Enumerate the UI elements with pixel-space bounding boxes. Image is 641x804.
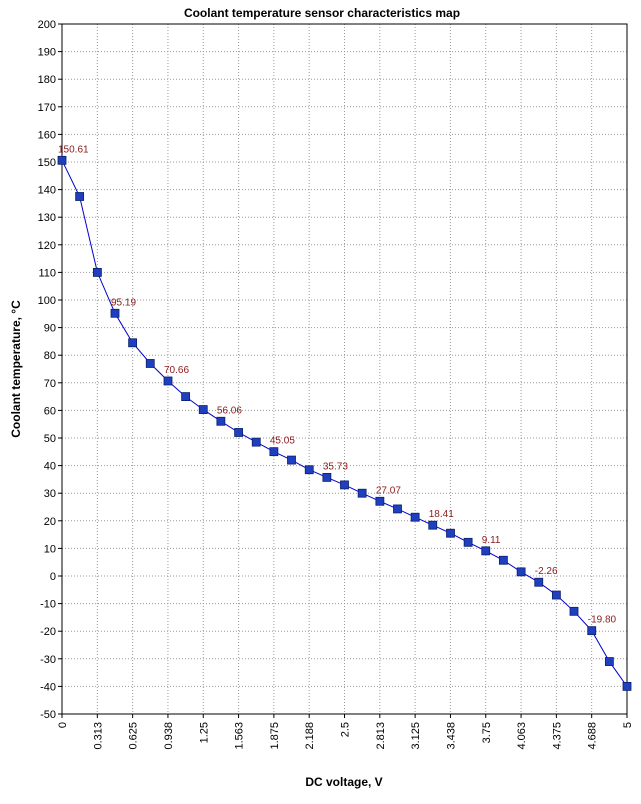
data-label: 95.19: [111, 297, 136, 308]
y-tick-label: 0: [50, 571, 56, 583]
y-tick-label: -50: [40, 709, 56, 721]
x-tick-label: 0.313: [92, 722, 104, 750]
data-label: 9.11: [482, 535, 501, 546]
y-tick-label: -20: [40, 626, 56, 638]
x-tick-label: 0.625: [128, 722, 140, 750]
data-label: 56.06: [217, 405, 242, 416]
x-tick-label: 5: [622, 722, 634, 728]
data-point: [304, 465, 314, 475]
data-point: [587, 626, 597, 636]
x-tick-label: 0.938: [163, 722, 175, 750]
y-tick-label: 130: [38, 212, 56, 224]
data-point: [551, 590, 561, 600]
x-tick-label: 2.5: [340, 722, 352, 737]
x-axis-label: DC voltage, V: [305, 775, 382, 789]
x-tick-label: 1.563: [234, 722, 246, 750]
data-points: [57, 155, 632, 691]
data-point: [234, 428, 244, 437]
data-point: [375, 496, 385, 506]
data-point: [604, 657, 614, 666]
y-tick-label: 20: [44, 516, 56, 528]
data-point: [145, 359, 155, 368]
x-tick-label: 4.375: [551, 722, 563, 750]
y-tick-label: 170: [38, 102, 56, 114]
data-point: [622, 682, 632, 691]
data-label: 70.66: [164, 365, 189, 376]
data-label: 35.73: [323, 461, 348, 472]
data-label: -19.80: [588, 615, 617, 626]
x-tick-label: 1.25: [198, 722, 210, 743]
data-point: [287, 455, 296, 465]
y-tick-label: 140: [38, 185, 56, 197]
data-point: [569, 606, 579, 616]
data-point: [198, 405, 208, 414]
data-label: 18.41: [429, 509, 454, 520]
x-tick-label: 3.125: [410, 722, 422, 750]
x-tick-label: 3.438: [445, 722, 457, 750]
x-tick-label: 4.688: [587, 722, 599, 750]
data-point: [322, 472, 332, 482]
y-tick-label: 150: [38, 157, 56, 169]
data-point: [357, 488, 367, 498]
data-point: [463, 537, 473, 547]
data-point: [340, 480, 349, 490]
data-point: [128, 338, 138, 348]
y-tick-label: -30: [40, 654, 56, 666]
y-tick-label: 70: [44, 378, 56, 390]
y-tick-label: 30: [44, 488, 56, 500]
data-point: [516, 567, 526, 577]
y-tick-label: 180: [38, 74, 56, 86]
y-tick-label: 200: [38, 19, 56, 31]
x-tick-label: 4.063: [516, 722, 528, 750]
y-axis: 2001901801701601501401301201101009080706…: [38, 19, 62, 721]
y-tick-label: 50: [44, 433, 56, 445]
y-tick-label: 80: [44, 350, 56, 362]
y-tick-label: 110: [38, 267, 56, 279]
x-tick-label: 2.813: [375, 722, 387, 750]
data-point: [216, 416, 226, 426]
y-tick-label: 90: [44, 323, 56, 335]
data-label: -2.26: [535, 566, 558, 577]
data-label: 27.07: [376, 485, 401, 496]
x-tick-label: 1.875: [269, 722, 281, 750]
x-tick-label: 2.188: [304, 722, 316, 750]
y-tick-label: 190: [38, 47, 56, 59]
gridlines: [61, 23, 628, 715]
x-tick-label: 3.75: [481, 722, 493, 743]
data-label: 150.61: [58, 144, 89, 155]
data-point: [163, 376, 173, 386]
y-tick-label: 40: [44, 461, 56, 473]
data-point: [481, 546, 491, 556]
data-point: [534, 577, 544, 587]
data-point: [57, 155, 67, 165]
y-tick-label: 60: [44, 405, 56, 417]
data-labels: 150.61 95.19 70.66 56.06 45.05 35.73 27.07 18.4…: [58, 144, 617, 625]
y-tick-label: 10: [44, 543, 56, 555]
data-point: [75, 192, 85, 201]
chart-title: Coolant temperature sensor characteristi…: [184, 6, 460, 20]
x-axis: 0 0.313 0.625 0.938 1.25 1.563 1.875 2.188 2.5 2.…: [57, 714, 634, 750]
data-point: [92, 267, 102, 277]
data-point: [251, 437, 261, 447]
data-point: [410, 512, 420, 522]
data-point: [498, 555, 508, 565]
data-point: [110, 308, 120, 318]
y-tick-label: 160: [38, 129, 56, 141]
y-tick-label: 100: [38, 295, 56, 307]
data-label: 45.05: [270, 436, 295, 447]
data-point: [446, 528, 455, 538]
data-point: [393, 504, 402, 514]
data-point: [428, 520, 438, 530]
x-tick-label: 0: [57, 722, 69, 728]
y-tick-label: -10: [40, 599, 56, 611]
data-point: [269, 447, 279, 457]
data-point: [181, 392, 191, 402]
y-tick-label: 120: [38, 240, 56, 252]
y-axis-label: Coolant temperature, °C: [9, 300, 23, 438]
y-tick-label: -40: [40, 681, 56, 693]
